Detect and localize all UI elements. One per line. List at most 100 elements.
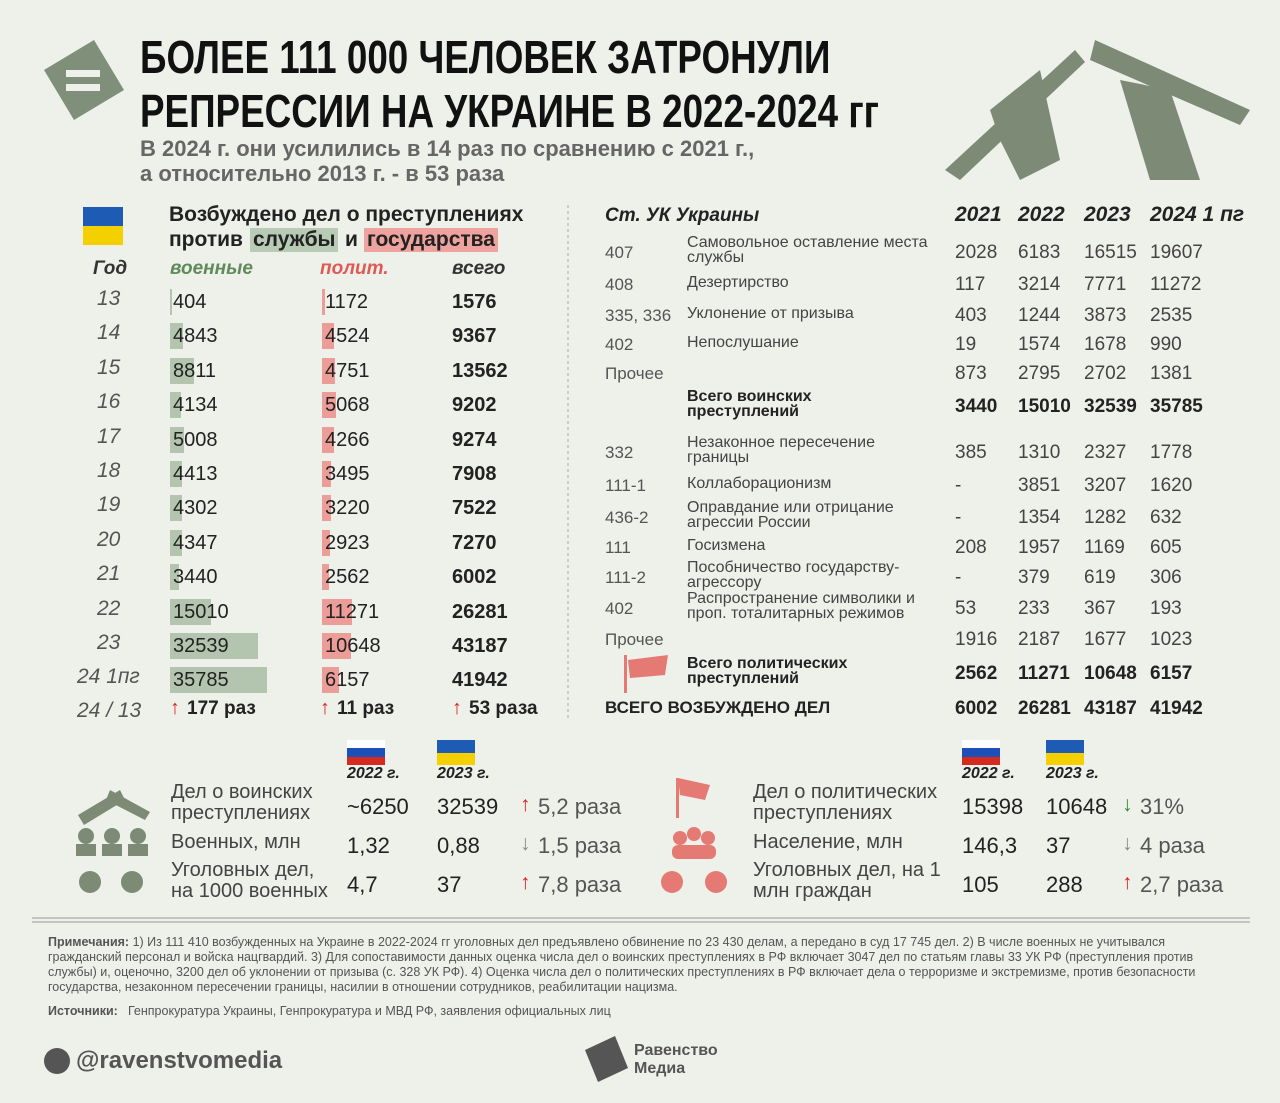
value: 367 <box>1084 598 1116 619</box>
column-header: 2021 <box>955 203 1002 226</box>
notes: Примечания: 1) Из 111 410 возбужденных н… <box>48 935 1238 995</box>
year: 16 <box>97 390 121 414</box>
article: 111-1 <box>605 476 646 495</box>
bar-political <box>322 495 331 522</box>
row-label: Уголовных дел, на 1 млн граждан <box>753 859 941 902</box>
title: РЕПРЕССИИ НА УКРАИНЕ В 2022-2024 гг <box>140 85 879 137</box>
year: 24 / 13 <box>77 699 142 722</box>
ratio: 11 раз <box>337 698 395 719</box>
bar-military <box>170 357 194 384</box>
value: 2028 <box>955 242 998 263</box>
crime-name: Оправдание или отрицание агрессии России <box>687 499 894 531</box>
column-header: всего <box>452 258 506 279</box>
bar-military <box>170 633 258 659</box>
article: 408 <box>605 275 634 294</box>
value: 32539 <box>1084 396 1137 417</box>
value: 35785 <box>1150 396 1203 417</box>
value: 3220 <box>325 497 370 520</box>
ratio: 177 раз <box>187 698 256 719</box>
value: 3207 <box>1084 475 1127 496</box>
value: 2562 <box>325 566 370 589</box>
bar-political <box>322 357 335 384</box>
crime-name: Дезертирство <box>687 274 789 291</box>
value: 10648 <box>325 635 381 657</box>
year: 20 <box>97 527 121 551</box>
bar-military <box>170 323 184 350</box>
value: 1172 <box>325 291 369 313</box>
bar-political <box>322 598 353 625</box>
value: 32539 <box>437 794 499 819</box>
column-header: Ст. УК Украины <box>605 205 760 226</box>
value: 1620 <box>1150 475 1193 496</box>
value: 2327 <box>1084 442 1127 463</box>
value: 1574 <box>1018 334 1061 355</box>
telegram-icon <box>44 1048 70 1074</box>
value: - <box>955 507 962 528</box>
table-title: против <box>169 228 243 251</box>
notes-label: Примечания: <box>48 935 130 949</box>
year: 13 <box>97 287 121 310</box>
column-header: Год <box>93 258 128 279</box>
total: 7522 <box>452 497 497 520</box>
value: 41942 <box>1150 698 1203 719</box>
value: ~6250 <box>347 794 409 819</box>
value: 3873 <box>1084 305 1127 326</box>
flag-ua <box>83 207 123 226</box>
year-header: 2023 г. <box>437 765 490 782</box>
value: 1169 <box>1084 537 1125 558</box>
value: 4302 <box>173 497 218 520</box>
crime-name: ВСЕГО ВОЗБУЖДЕНО ДЕЛ <box>605 698 831 717</box>
value: 3851 <box>1018 475 1061 496</box>
total: 7270 <box>452 531 497 554</box>
bar-political <box>322 633 351 659</box>
value: 16515 <box>1084 242 1137 263</box>
year-header: 2022 г. <box>962 765 1015 782</box>
value: 990 <box>1150 334 1182 355</box>
value: 15398 <box>962 794 1024 819</box>
value: - <box>955 475 962 496</box>
article: 402 <box>605 335 634 354</box>
value: 7771 <box>1084 274 1127 295</box>
value: - <box>955 567 962 588</box>
value: 605 <box>1150 537 1182 558</box>
value: 11271 <box>1018 663 1070 684</box>
ratio: 53 раза <box>469 698 538 719</box>
total: 9202 <box>452 394 497 417</box>
arrow: ↑ <box>170 697 180 719</box>
value: 4134 <box>173 394 218 417</box>
value: 105 <box>962 872 999 897</box>
value: 15010 <box>173 600 229 623</box>
arrow: ↑ <box>520 793 531 816</box>
value: 10648 <box>1046 794 1108 819</box>
value: 53 <box>955 598 977 619</box>
arrow: ↓ <box>520 832 531 855</box>
value: 379 <box>1018 567 1050 588</box>
change: 1,5 раза <box>538 833 622 858</box>
arrow: ↓ <box>1122 832 1133 855</box>
column-header: 2024 1 пг <box>1150 203 1245 226</box>
value: 6002 <box>955 698 998 719</box>
value: 306 <box>1150 567 1182 588</box>
value: 4266 <box>325 428 370 451</box>
brand: Равенство <box>634 1042 718 1059</box>
value: 6157 <box>1150 663 1193 684</box>
year: 14 <box>97 321 121 345</box>
value: 233 <box>1018 598 1050 619</box>
value: 1354 <box>1018 507 1061 528</box>
value: 6183 <box>1018 242 1061 263</box>
value: 5008 <box>173 428 218 451</box>
bar-political <box>322 564 329 591</box>
logo-bar <box>66 84 100 91</box>
total: 43187 <box>452 635 508 657</box>
crime-name: Пособничество государству-агрессору <box>687 559 900 591</box>
column-header: полит. <box>320 258 389 279</box>
bar-military <box>170 461 182 487</box>
arrow: ↑ <box>1122 871 1133 894</box>
crime-name: Всего воинских преступлений <box>687 388 812 420</box>
bar-political <box>322 392 336 419</box>
bar-military <box>170 392 182 419</box>
value: 15010 <box>1018 396 1071 417</box>
value: 619 <box>1084 567 1116 588</box>
value: 8811 <box>173 359 217 382</box>
handle[interactable]: @ravenstvomedia <box>76 1047 283 1074</box>
